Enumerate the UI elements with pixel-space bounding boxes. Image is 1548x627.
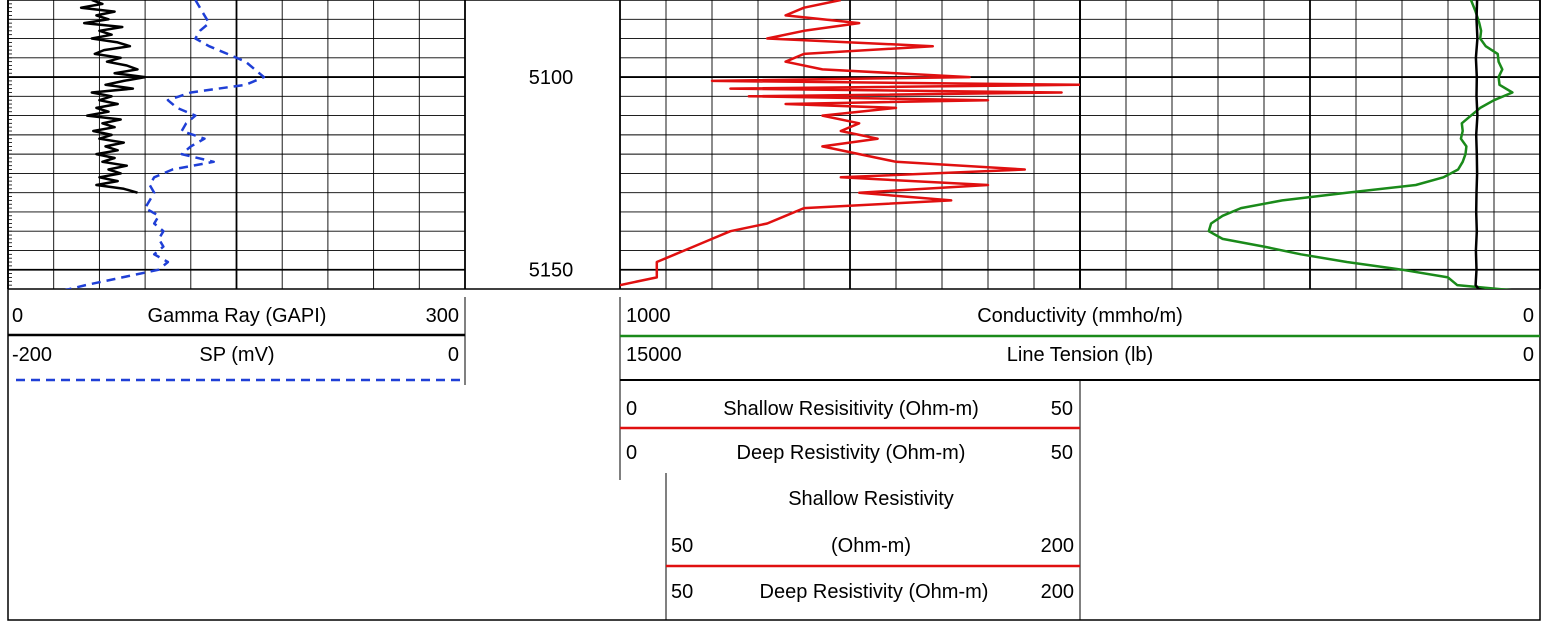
deep-scale-max: 50 [1051,442,1073,464]
conductivity-curve [1207,0,1514,289]
gamma-scale-max: 300 [426,305,459,327]
deep-backup-scale-min: 50 [671,581,693,603]
depth-label-5100: 5100 [529,67,574,89]
deep-backup-scale-label: Deep Resistivity (Ohm-m) [760,581,989,603]
header-layer: 0 Gamma Ray (GAPI) 300 -200 SP (mV) 0 1000 Cond… [7,297,1541,620]
gamma-scale-min: 0 [12,305,23,327]
deep-scale-min: 0 [626,442,637,464]
deep-scale-label: Deep Resistivity (Ohm-m) [737,442,966,464]
grid-layer [7,0,1541,621]
depth-labels: 5100 5150 [529,67,574,282]
shallow-backup-label-2: (Ohm-m) [831,535,911,557]
tension-scale-max: 0 [1523,344,1534,366]
sp-scale-label: SP (mV) [199,344,274,366]
shallow-backup-label-1: Shallow Resistivity [788,488,954,510]
conductivity-scale-max: 0 [1523,305,1534,327]
shallow-scale-max: 50 [1051,398,1073,420]
sp-scale-max: 0 [448,344,459,366]
deep-backup-scale-max: 200 [1041,581,1074,603]
depth-label-5150: 5150 [529,260,574,282]
tension-scale-label: Line Tension (lb) [1007,344,1153,366]
conductivity-scale-label: Conductivity (mmho/m) [977,305,1183,327]
curve-layer [64,0,1514,289]
shallow-resistivity-curve [620,0,1080,287]
gamma-scale-label: Gamma Ray (GAPI) [148,305,327,327]
gamma-ray-curve [79,0,147,194]
shallow-backup-scale-max: 200 [1041,535,1074,557]
sp-scale-min: -200 [12,344,52,366]
shallow-scale-min: 0 [626,398,637,420]
sp-curve [64,0,266,289]
tension-scale-min: 15000 [626,344,682,366]
shallow-backup-scale-min: 50 [671,535,693,557]
shallow-scale-label: Shallow Resisitivity (Ohm-m) [723,398,979,420]
conductivity-scale-min: 1000 [626,305,671,327]
line-tension-curve [1474,0,1485,289]
